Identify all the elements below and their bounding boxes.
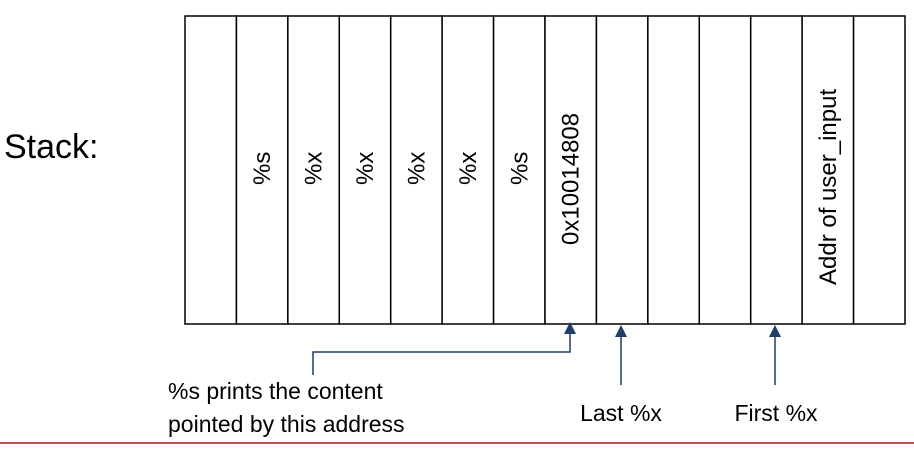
stack-cell-label: %x	[301, 152, 328, 185]
stack-cell-box	[492, 15, 546, 325]
stack-cell-box	[338, 15, 392, 325]
first-x-label: First %x	[734, 400, 818, 426]
stack-cell: %s	[235, 15, 289, 325]
address-pointer-arrow	[312, 322, 576, 375]
stack-cell: Addr of user_input	[801, 15, 855, 325]
s-note-line2: pointed by this address	[168, 411, 405, 437]
stack-cell-box	[595, 15, 649, 325]
stack-cell: %s	[492, 15, 546, 325]
stack-cells: %s %x %x %x %x %s 0x10014808 Addr of user_input	[184, 15, 906, 325]
stack-cell: %x	[441, 15, 495, 325]
stack-cell	[852, 15, 906, 325]
stack-cell-box	[184, 15, 238, 325]
stack-cell-label: 0x10014808	[558, 113, 585, 245]
stack-cell-box	[235, 15, 289, 325]
stack-cell-label: %s	[506, 152, 533, 185]
last-x-label: Last %x	[580, 400, 662, 426]
stack-cell-box	[441, 15, 495, 325]
stack-cell-label: %x	[403, 152, 430, 185]
stack-cell: %x	[338, 15, 392, 325]
stack-cell	[647, 15, 701, 325]
stack-cell: %x	[287, 15, 341, 325]
stack-cell-box	[749, 15, 803, 325]
stack-cell-label: %x	[455, 152, 482, 185]
s-note-line1: %s prints the content	[168, 378, 383, 404]
stack-cell-box	[647, 15, 701, 325]
stack-cell-box	[698, 15, 752, 325]
stack-cell	[749, 15, 803, 325]
stack-cell-label: Addr of user_input	[815, 89, 842, 285]
stack-cell-label: %x	[352, 152, 379, 185]
stack-cell	[184, 15, 238, 325]
stack-cell: %x	[389, 15, 443, 325]
stack-cell	[698, 15, 752, 325]
stack-cell-box	[801, 15, 855, 325]
stack-cell-label: %s	[249, 152, 276, 185]
stack-cell-box	[287, 15, 341, 325]
stack-cell-box	[852, 15, 906, 325]
stack-cell	[595, 15, 649, 325]
stack-cell: 0x10014808	[544, 15, 598, 325]
stack-label: Stack:	[4, 128, 98, 166]
